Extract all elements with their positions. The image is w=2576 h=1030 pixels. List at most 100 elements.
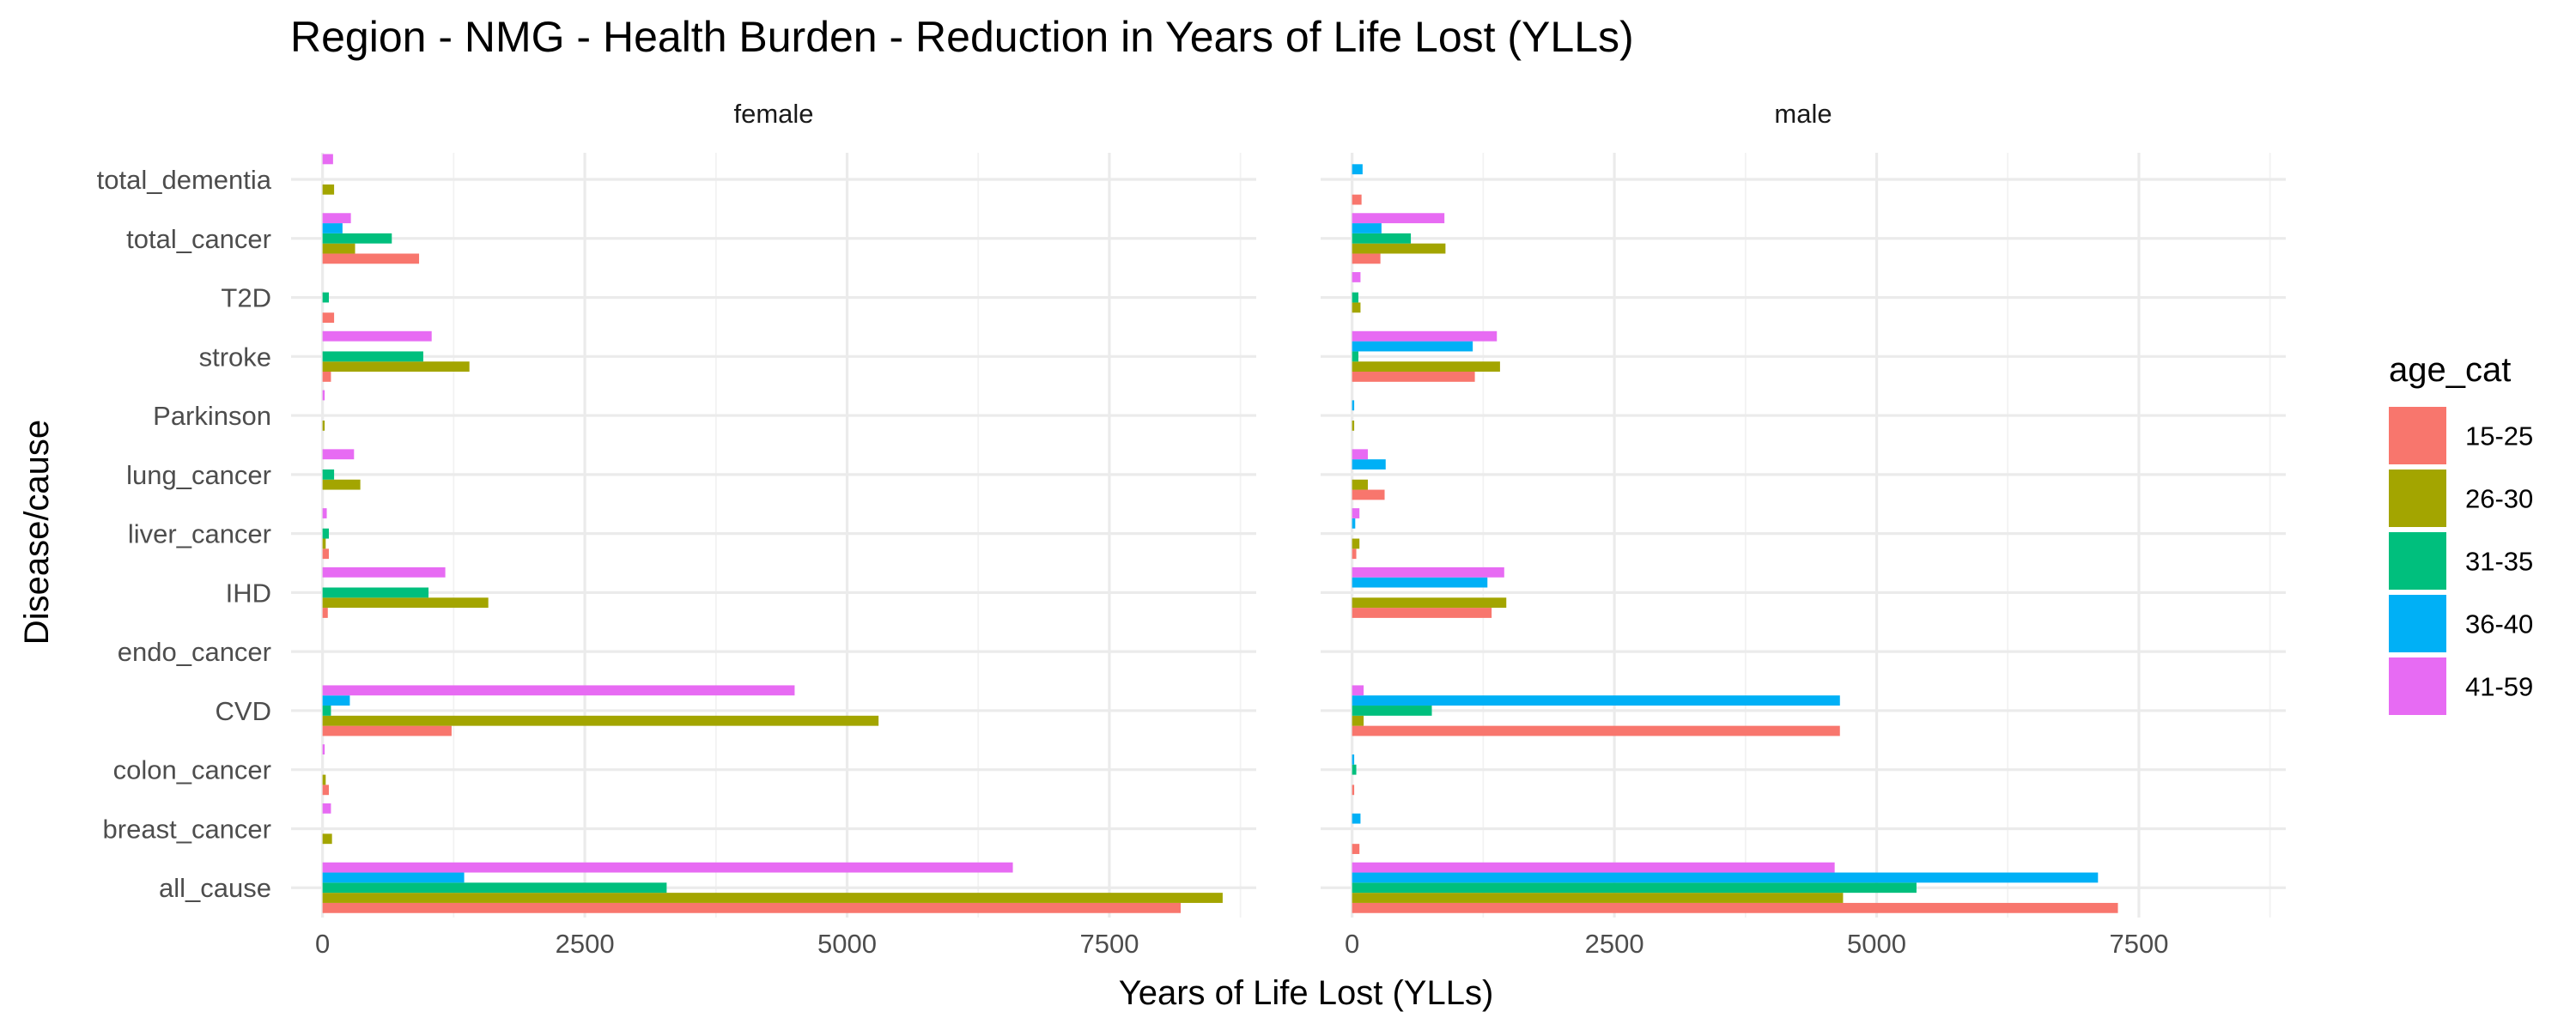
bar-female-Parkinson-26-30 — [322, 420, 325, 431]
bar-male-total_cancer-36-40 — [1352, 223, 1382, 233]
bar-female-CVD-41-59 — [322, 685, 795, 696]
bar-female-Parkinson-41-59 — [322, 390, 325, 401]
legend-label-15-25: 15-25 — [2465, 421, 2533, 451]
bar-male-all_cause-15-25 — [1352, 902, 2118, 913]
bar-male-lung_cancer-41-59 — [1352, 449, 1368, 460]
bar-male-IHD-15-25 — [1352, 608, 1492, 618]
bar-male-all_cause-41-59 — [1352, 862, 1835, 873]
y-axis-title: Disease/cause — [18, 420, 56, 645]
y-tick-label: stroke — [199, 342, 271, 372]
bar-female-IHD-41-59 — [322, 566, 446, 578]
bar-male-CVD-31-35 — [1352, 706, 1432, 716]
legend-label-36-40: 36-40 — [2465, 609, 2533, 639]
bar-male-IHD-36-40 — [1352, 577, 1488, 588]
legend-title: age_cat — [2389, 351, 2511, 389]
bar-male-stroke-36-40 — [1352, 341, 1473, 352]
bar-male-breast_cancer-36-40 — [1352, 813, 1361, 824]
x-tick-label: 7500 — [1079, 929, 1139, 959]
y-tick-label: total_dementia — [97, 165, 272, 195]
bar-female-colon_cancer-15-25 — [322, 785, 329, 796]
bar-male-T2D-26-30 — [1352, 302, 1361, 313]
bar-female-stroke-31-35 — [322, 351, 423, 362]
bar-female-lung_cancer-26-30 — [322, 479, 361, 490]
legend-label-31-35: 31-35 — [2465, 547, 2533, 577]
bar-female-stroke-26-30 — [322, 361, 470, 373]
legend-key-36-40 — [2389, 595, 2446, 652]
bar-female-lung_cancer-31-35 — [322, 469, 335, 480]
bar-male-liver_cancer-26-30 — [1352, 538, 1360, 549]
x-axis-title: Years of Life Lost (YLLs) — [1119, 974, 1494, 1012]
bar-female-stroke-41-59 — [322, 330, 432, 342]
chart-title: Region - NMG - Health Burden - Reduction… — [290, 13, 1634, 61]
bar-male-Parkinson-36-40 — [1352, 400, 1355, 411]
legend-key-26-30 — [2389, 470, 2446, 527]
bar-male-CVD-26-30 — [1352, 715, 1364, 726]
y-tick-label: IHD — [226, 578, 271, 608]
bar-male-total_cancer-41-59 — [1352, 213, 1445, 224]
bar-female-stroke-15-25 — [322, 372, 331, 382]
bar-male-T2D-41-59 — [1352, 272, 1361, 282]
legend-label-41-59: 41-59 — [2465, 672, 2533, 702]
bar-female-IHD-15-25 — [322, 608, 328, 618]
bar-female-IHD-26-30 — [322, 597, 489, 609]
bar-female-CVD-15-25 — [322, 725, 452, 736]
bar-male-all_cause-36-40 — [1352, 872, 2099, 883]
bar-male-stroke-31-35 — [1352, 351, 1358, 362]
bar-male-lung_cancer-36-40 — [1352, 459, 1386, 470]
bar-male-total_cancer-15-25 — [1352, 253, 1381, 264]
bar-female-colon_cancer-41-59 — [322, 744, 325, 754]
x-tick-label: 5000 — [1847, 929, 1906, 959]
bar-female-total_cancer-31-35 — [322, 233, 392, 244]
bar-male-liver_cancer-41-59 — [1352, 508, 1360, 518]
bar-female-all_cause-15-25 — [322, 902, 1182, 913]
x-tick-label: 2500 — [556, 929, 615, 959]
legend-key-41-59 — [2389, 657, 2446, 715]
bar-female-CVD-26-30 — [322, 715, 879, 726]
bar-female-lung_cancer-41-59 — [322, 449, 355, 460]
bar-female-T2D-15-25 — [322, 312, 335, 324]
x-tick-label: 0 — [1345, 929, 1359, 959]
bar-female-CVD-31-35 — [322, 706, 331, 716]
y-tick-label: all_cause — [159, 873, 271, 903]
plot-area: female 0 2500 5000 7500 male 0 2500 5000 7500 all_… — [97, 99, 2286, 959]
bar-female-breast_cancer-41-59 — [322, 803, 331, 814]
bar-female-liver_cancer-15-25 — [322, 548, 329, 560]
bar-female-CVD-36-40 — [322, 695, 350, 706]
bar-female-total_cancer-26-30 — [322, 243, 355, 254]
bar-male-CVD-41-59 — [1352, 685, 1364, 696]
bar-female-IHD-31-35 — [322, 587, 429, 598]
bar-male-colon_cancer-31-35 — [1352, 764, 1357, 775]
bar-male-CVD-36-40 — [1352, 695, 1840, 706]
legend-key-31-35 — [2389, 532, 2446, 590]
bar-female-breast_cancer-26-30 — [322, 833, 332, 845]
bar-female-total_cancer-36-40 — [322, 223, 343, 233]
bar-female-liver_cancer-41-59 — [322, 508, 327, 518]
bar-female-all_cause-26-30 — [322, 893, 1223, 903]
y-tick-label: total_cancer — [126, 224, 271, 254]
bar-male-Parkinson-26-30 — [1352, 420, 1355, 431]
bar-female-colon_cancer-26-30 — [322, 774, 326, 785]
bar-male-total_dementia-36-40 — [1352, 164, 1363, 175]
bar-male-stroke-41-59 — [1352, 330, 1498, 342]
legend-label-26-30: 26-30 — [2465, 484, 2533, 514]
bar-male-IHD-41-59 — [1352, 566, 1504, 578]
bar-female-total_dementia-26-30 — [322, 184, 335, 195]
x-tick-label: 0 — [315, 929, 330, 959]
y-tick-label: endo_cancer — [118, 637, 271, 667]
y-tick-label: T2D — [221, 283, 271, 313]
bar-male-lung_cancer-15-25 — [1352, 489, 1385, 500]
bar-male-IHD-26-30 — [1352, 597, 1507, 609]
bar-male-total_cancer-31-35 — [1352, 233, 1412, 244]
y-tick-label: lung_cancer — [126, 460, 271, 490]
bar-female-liver_cancer-26-30 — [322, 538, 326, 549]
legend: age_cat 15-25 26-30 31-35 36-40 41-59 — [2389, 351, 2533, 715]
bar-male-liver_cancer-36-40 — [1352, 518, 1356, 529]
bar-male-stroke-15-25 — [1352, 372, 1475, 382]
bar-male-CVD-15-25 — [1352, 725, 1840, 736]
bar-female-all_cause-41-59 — [322, 862, 1013, 873]
x-tick-label: 7500 — [2109, 929, 2168, 959]
bar-male-breast_cancer-15-25 — [1352, 844, 1360, 854]
y-tick-label: colon_cancer — [113, 755, 271, 785]
bar-female-total_cancer-15-25 — [322, 253, 420, 264]
